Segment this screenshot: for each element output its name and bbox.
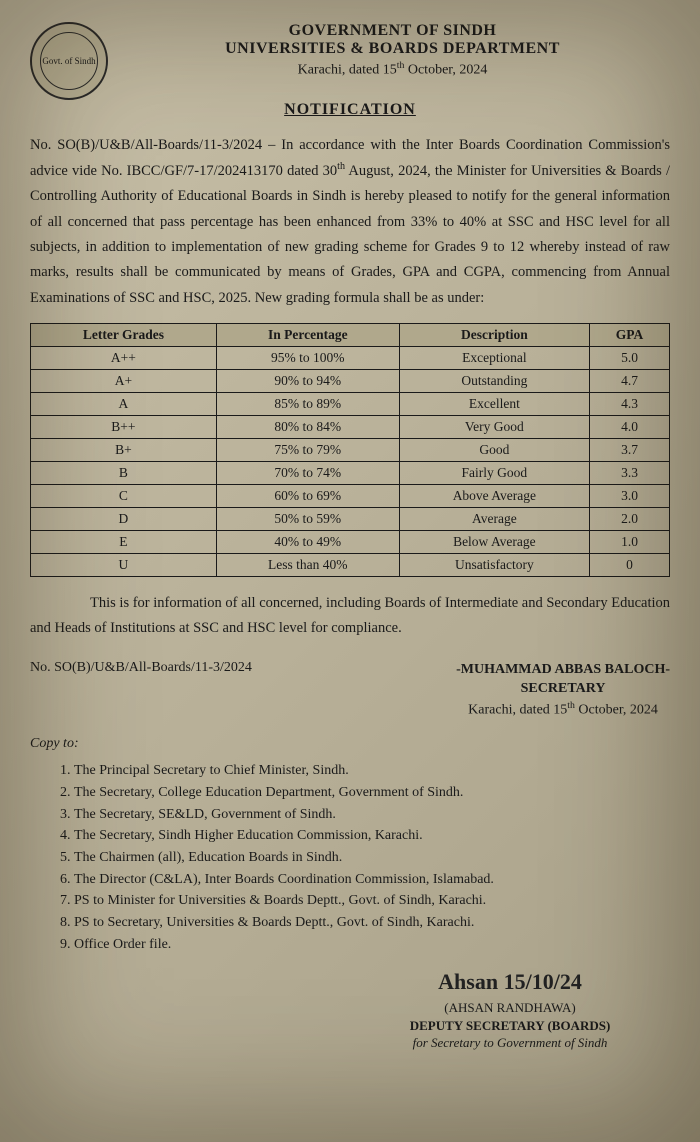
list-item: The Director (C&LA), Inter Boards Coordi… — [74, 869, 670, 891]
table-cell: 4.0 — [590, 416, 670, 439]
list-item: The Chairmen (all), Education Boards in … — [74, 847, 670, 869]
table-cell: 70% to 74% — [216, 462, 399, 485]
table-cell: 0 — [590, 554, 670, 577]
secretary-signature: -MUHAMMAD ABBAS BALOCH- SECRETARY Karach… — [456, 660, 670, 720]
deputy-secretary-for: for Secretary to Government of Sindh — [350, 1034, 670, 1052]
list-item: PS to Secretary, Universities & Boards D… — [74, 912, 670, 934]
table-row: B+75% to 79%Good3.7 — [31, 439, 670, 462]
header-date-suffix: October, 2024 — [404, 63, 487, 78]
header-text: GOVERNMENT OF SINDH UNIVERSITIES & BOARD… — [30, 22, 670, 79]
table-row: B70% to 74%Fairly Good3.3 — [31, 462, 670, 485]
secretary-date-suffix: October, 2024 — [575, 703, 658, 718]
list-item: Office Order file. — [74, 934, 670, 956]
department-name: UNIVERSITIES & BOARDS DEPARTMENT — [115, 40, 670, 58]
table-cell: 5.0 — [590, 347, 670, 370]
copy-to-title: Copy to: — [30, 736, 670, 752]
deputy-secretary-title: DEPUTY SECRETARY (BOARDS) — [350, 1017, 670, 1035]
table-cell: D — [31, 508, 217, 531]
government-emblem-icon: Govt. of Sindh — [30, 22, 108, 100]
table-cell: U — [31, 554, 217, 577]
reference-number: No. SO(B)/U&B/All-Boards/11-3/2024 — [30, 137, 262, 153]
deputy-secretary-block: Ahsan 15/10/24 (AHSAN RANDHAWA) DEPUTY S… — [350, 967, 670, 1051]
header: Govt. of Sindh GOVERNMENT OF SINDH UNIVE… — [30, 22, 670, 79]
grading-table: Letter Grades In Percentage Description … — [30, 323, 670, 577]
body-text-2: August, 2024, the Minister for Universit… — [30, 163, 670, 306]
table-cell: Exceptional — [399, 347, 589, 370]
list-item: The Principal Secretary to Chief Ministe… — [74, 760, 670, 782]
table-cell: 2.0 — [590, 508, 670, 531]
list-item: PS to Minister for Universities & Boards… — [74, 890, 670, 912]
col-gpa: GPA — [590, 324, 670, 347]
col-description: Description — [399, 324, 589, 347]
footer-paragraph: This is for information of all concerned… — [30, 591, 670, 642]
table-cell: Unsatisfactory — [399, 554, 589, 577]
emblem-inner: Govt. of Sindh — [40, 32, 98, 90]
table-cell: Very Good — [399, 416, 589, 439]
table-cell: 95% to 100% — [216, 347, 399, 370]
table-row: A85% to 89%Excellent4.3 — [31, 393, 670, 416]
table-row: A+90% to 94%Outstanding4.7 — [31, 370, 670, 393]
table-cell: A — [31, 393, 217, 416]
deputy-secretary-name: (AHSAN RANDHAWA) — [350, 999, 670, 1017]
secretary-name: -MUHAMMAD ABBAS BALOCH- — [456, 660, 670, 680]
list-item: The Secretary, Sindh Higher Education Co… — [74, 825, 670, 847]
header-date: Karachi, dated 15th October, 2024 — [115, 60, 670, 79]
table-header-row: Letter Grades In Percentage Description … — [31, 324, 670, 347]
table-cell: B — [31, 462, 217, 485]
table-cell: 90% to 94% — [216, 370, 399, 393]
body-paragraph: No. SO(B)/U&B/All-Boards/11-3/2024 – In … — [30, 133, 670, 311]
table-row: A++95% to 100%Exceptional5.0 — [31, 347, 670, 370]
table-cell: 3.0 — [590, 485, 670, 508]
table-cell: 60% to 69% — [216, 485, 399, 508]
list-item: The Secretary, College Education Departm… — [74, 782, 670, 804]
header-date-place: Karachi, dated 15 — [298, 63, 397, 78]
table-cell: Good — [399, 439, 589, 462]
table-cell: 4.7 — [590, 370, 670, 393]
notification-title: NOTIFICATION — [30, 101, 670, 119]
col-letter-grades: Letter Grades — [31, 324, 217, 347]
secretary-date: Karachi, dated 15th October, 2024 — [456, 699, 670, 720]
table-cell: 3.7 — [590, 439, 670, 462]
table-cell: A+ — [31, 370, 217, 393]
table-row: D50% to 59%Average2.0 — [31, 508, 670, 531]
table-cell: Excellent — [399, 393, 589, 416]
table-row: E40% to 49%Below Average1.0 — [31, 531, 670, 554]
table-cell: 50% to 59% — [216, 508, 399, 531]
table-cell: 40% to 49% — [216, 531, 399, 554]
table-cell: A++ — [31, 347, 217, 370]
handwritten-signature: Ahsan 15/10/24 — [350, 967, 670, 997]
table-cell: Outstanding — [399, 370, 589, 393]
table-cell: E — [31, 531, 217, 554]
table-cell: 80% to 84% — [216, 416, 399, 439]
table-row: C60% to 69%Above Average3.0 — [31, 485, 670, 508]
signature-block: -MUHAMMAD ABBAS BALOCH- SECRETARY Karach… — [30, 660, 670, 720]
table-cell: 1.0 — [590, 531, 670, 554]
table-cell: Average — [399, 508, 589, 531]
list-item: The Secretary, SE&LD, Government of Sind… — [74, 804, 670, 826]
table-cell: 3.3 — [590, 462, 670, 485]
table-cell: Fairly Good — [399, 462, 589, 485]
secretary-date-place: Karachi, dated 15 — [468, 703, 567, 718]
copy-to-list: The Principal Secretary to Chief Ministe… — [30, 760, 670, 955]
table-cell: B+ — [31, 439, 217, 462]
table-cell: Above Average — [399, 485, 589, 508]
secretary-title: SECRETARY — [456, 679, 670, 699]
table-cell: 75% to 79% — [216, 439, 399, 462]
col-percentage: In Percentage — [216, 324, 399, 347]
table-cell: B++ — [31, 416, 217, 439]
table-row: ULess than 40%Unsatisfactory0 — [31, 554, 670, 577]
table-cell: 4.3 — [590, 393, 670, 416]
table-row: B++80% to 84%Very Good4.0 — [31, 416, 670, 439]
table-cell: C — [31, 485, 217, 508]
table-cell: 85% to 89% — [216, 393, 399, 416]
government-name: GOVERNMENT OF SINDH — [115, 22, 670, 40]
table-cell: Less than 40% — [216, 554, 399, 577]
table-cell: Below Average — [399, 531, 589, 554]
